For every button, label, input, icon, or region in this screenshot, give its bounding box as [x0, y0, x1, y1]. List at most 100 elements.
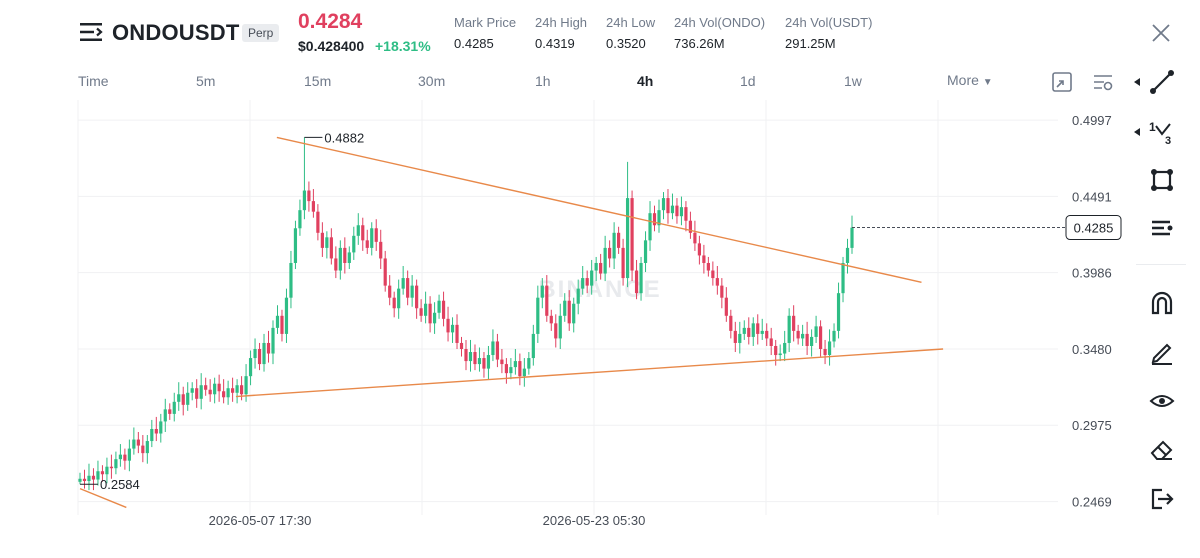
candle-body [82, 478, 87, 482]
chart-area[interactable]: 0.4997 0.4491 0.3986 0.3480 0.2975 0.2469 2026… [0, 100, 1128, 553]
y-axis-tick-label: 0.3480 [1072, 342, 1112, 357]
candle-body [675, 205, 679, 217]
text-tool-icon[interactable] [1148, 214, 1176, 242]
trendline-upper [276, 136, 922, 283]
more-intervals-dropdown[interactable]: More ▼ [947, 72, 993, 88]
candle-body [123, 454, 127, 461]
candle-body [338, 247, 342, 271]
candle-body [661, 198, 666, 211]
candle-body [787, 315, 791, 343]
eraser-icon[interactable] [1148, 436, 1176, 464]
candle-body [293, 228, 298, 263]
candlestick-chart[interactable]: 0.4997 0.4491 0.3986 0.3480 0.2975 0.2469 2026… [0, 100, 1128, 553]
candle-body [612, 232, 616, 259]
price-change-percent: +18.31% [375, 38, 431, 54]
low-label: 0.2584 [100, 477, 140, 492]
candle-body [226, 388, 230, 398]
close-icon[interactable] [1150, 22, 1172, 44]
candle-body [388, 285, 392, 298]
candle-body [765, 330, 769, 339]
stat-label: 24h Low [606, 15, 656, 30]
trendline-tool-icon[interactable] [1148, 68, 1176, 96]
candle-body [657, 210, 661, 226]
candle-body [720, 285, 724, 298]
candle-body [572, 303, 576, 324]
candle-body [769, 338, 773, 346]
trendline-lower-left [79, 487, 127, 509]
candle-body [163, 409, 167, 422]
shape-tool-icon[interactable] [1148, 166, 1176, 194]
candle-body [518, 361, 522, 377]
interval-30m[interactable]: 30m [418, 73, 446, 89]
trendline-lower [235, 348, 944, 398]
interval-toolbar: Time 5m 15m 30m 1h 4h 1d 1w More ▼ [0, 64, 1130, 98]
candle-body [415, 285, 419, 309]
candle-body [370, 228, 374, 248]
candle-body [141, 445, 145, 454]
candle-body [311, 201, 315, 212]
candle-body [91, 475, 96, 480]
candle-body [581, 278, 585, 289]
candle-body [244, 376, 248, 395]
symbol-name[interactable]: ONDOUSDT [112, 20, 240, 45]
stat-value: 0.3520 [606, 36, 646, 51]
candle-body [280, 315, 284, 334]
stat-24h-vol-base: 24h Vol(ONDO) 736.26M [674, 15, 765, 51]
candle-body [531, 333, 535, 359]
interval-1h[interactable]: 1h [535, 73, 551, 89]
fibonacci-tool-icon[interactable]: 1 3 [1148, 118, 1176, 146]
candle-body [275, 315, 280, 328]
chart-settings-icon[interactable] [1092, 71, 1114, 93]
candle-body [325, 237, 329, 248]
candle-body [473, 352, 477, 365]
candle-body [540, 285, 544, 298]
candle-body [204, 385, 208, 390]
candle-body [208, 389, 212, 395]
magnet-icon[interactable] [1148, 289, 1176, 317]
x-axis-tick-label: 2026-05-23 05:30 [543, 513, 646, 528]
candle-body [783, 342, 787, 354]
candle-body [437, 300, 441, 313]
candle-body [298, 210, 302, 229]
candle-body [760, 330, 764, 334]
candle-body [796, 330, 800, 339]
candle-body [792, 315, 796, 331]
stat-mark-price: Mark Price 0.4285 [454, 15, 516, 51]
candle-body [702, 255, 706, 263]
pencil-icon[interactable] [1148, 338, 1176, 366]
candle-body [329, 237, 333, 259]
candle-body [495, 341, 500, 360]
exit-icon[interactable] [1148, 485, 1176, 513]
candle-body [590, 270, 594, 286]
candle-body [352, 235, 356, 253]
candle-body [778, 353, 782, 356]
candle-body [711, 270, 715, 279]
candle-body [159, 421, 163, 434]
candle-body [742, 327, 746, 334]
candle-body [482, 358, 486, 369]
candle-body [190, 388, 194, 393]
candle-body [374, 228, 378, 242]
eye-icon[interactable] [1148, 387, 1176, 415]
interval-5m[interactable]: 5m [196, 73, 216, 89]
candle-body [563, 300, 567, 316]
candle-body [841, 262, 845, 294]
candle-body [266, 342, 271, 354]
candle-body [455, 324, 459, 343]
interval-1w[interactable]: 1w [844, 73, 862, 89]
y-axis-tick-label: 0.2469 [1072, 495, 1112, 510]
candle-body [78, 478, 82, 482]
candle-body [554, 323, 558, 339]
stat-24h-high: 24h High 0.4319 [535, 15, 587, 51]
interval-time[interactable]: Time [78, 73, 109, 89]
interval-1d[interactable]: 1d [740, 73, 756, 89]
candle-body [172, 401, 176, 414]
interval-4h[interactable]: 4h [637, 73, 654, 89]
interval-15m[interactable]: 15m [304, 73, 332, 89]
candle-body [257, 349, 262, 365]
y-axis-tick-label: 0.3986 [1072, 266, 1112, 281]
candle-body [630, 198, 634, 271]
menu-icon[interactable] [80, 22, 104, 42]
candle-body [222, 391, 226, 398]
fullscreen-icon[interactable] [1051, 71, 1073, 93]
